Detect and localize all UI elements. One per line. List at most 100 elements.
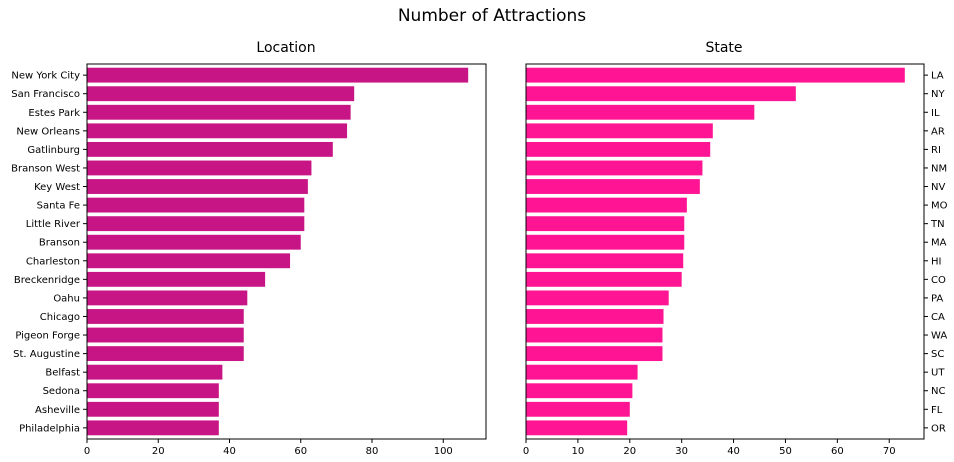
y-tick-label: NV bbox=[931, 182, 945, 193]
y-tick-label: WA bbox=[931, 331, 947, 342]
y-tick-label: Asheville bbox=[35, 405, 80, 416]
y-tick-label: Sedona bbox=[43, 386, 80, 397]
y-tick-label: CO bbox=[931, 275, 946, 286]
bar-ny bbox=[526, 86, 796, 102]
x-tick-label: 100 bbox=[434, 446, 453, 457]
bar-belfast bbox=[87, 364, 223, 380]
y-tick-label: Estes Park bbox=[28, 108, 80, 119]
location-chart: Location New York City San Francisco Estes… bbox=[11, 40, 487, 457]
y-tick-label: Belfast bbox=[45, 368, 80, 379]
x-tick-label: 0 bbox=[523, 446, 529, 457]
bar-pigeon-forge bbox=[87, 327, 244, 343]
x-tick-label: 0 bbox=[84, 446, 90, 457]
bar-ca bbox=[526, 309, 664, 324]
bar-tn bbox=[526, 216, 685, 232]
bar-ar bbox=[526, 123, 713, 139]
y-tick-label: FL bbox=[931, 405, 943, 416]
bar-sc bbox=[526, 346, 663, 362]
bar-st-augustine bbox=[87, 346, 244, 362]
bar-or bbox=[526, 420, 628, 436]
x-tick-label: 70 bbox=[883, 446, 896, 457]
y-tick-label: UT bbox=[931, 368, 945, 379]
bar-wa bbox=[526, 327, 663, 343]
bar-little-river bbox=[87, 216, 305, 232]
y-tick-label: RI bbox=[931, 145, 941, 156]
x-tick-label: 40 bbox=[223, 446, 236, 457]
bar-il bbox=[526, 104, 755, 120]
y-tick-label: Philadelphia bbox=[19, 423, 80, 434]
bar-philadelphia bbox=[87, 420, 219, 436]
chart-title: Location bbox=[256, 40, 315, 56]
bar-chicago bbox=[87, 309, 244, 324]
y-tick-label: Branson West bbox=[11, 163, 80, 174]
bar-san-francisco bbox=[87, 86, 355, 102]
bar-fl bbox=[526, 401, 630, 417]
y-tick-label: Branson bbox=[39, 238, 80, 249]
y-tick-label: New Orleans bbox=[16, 126, 80, 137]
bar-branson-west bbox=[87, 160, 312, 176]
bar-santa-fe bbox=[87, 197, 305, 213]
y-tick-label: NM bbox=[931, 163, 947, 174]
y-tick-label: NC bbox=[931, 386, 945, 397]
y-tick-label: Chicago bbox=[40, 312, 80, 323]
bar-new-york-city bbox=[87, 67, 469, 83]
y-tick-label: IL bbox=[931, 108, 940, 119]
y-tick-label: Breckenridge bbox=[14, 275, 80, 286]
bar-hi bbox=[526, 253, 684, 269]
bar-estes-park bbox=[87, 104, 351, 120]
x-tick-label: 20 bbox=[623, 446, 636, 457]
plot-frame bbox=[86, 63, 487, 440]
x-tick-label: 20 bbox=[152, 446, 165, 457]
y-tick-label: Oahu bbox=[53, 293, 80, 304]
bar-ri bbox=[526, 141, 711, 157]
bar-ut bbox=[526, 364, 638, 380]
y-tick-label: Pigeon Forge bbox=[15, 331, 80, 342]
bar-co bbox=[526, 271, 682, 287]
bar-gatlinburg bbox=[87, 141, 333, 157]
bar-branson bbox=[87, 234, 301, 250]
bar-new-orleans bbox=[87, 123, 348, 139]
bar-charleston bbox=[87, 253, 291, 269]
y-tick-label: Little River bbox=[26, 219, 81, 230]
y-tick-label: Charleston bbox=[26, 256, 80, 267]
y-tick-label: OR bbox=[931, 423, 946, 434]
x-tick-label: 50 bbox=[779, 446, 792, 457]
x-tick-label: 10 bbox=[572, 446, 585, 457]
y-tick-label: SC bbox=[931, 349, 944, 360]
bar-asheville bbox=[87, 401, 219, 417]
bar-nm bbox=[526, 160, 703, 176]
state-chart: State LA NY IL AR RI NM NV MO TN MA HI CO PA CA WA SC UT… bbox=[523, 40, 948, 457]
bar-oahu bbox=[87, 290, 248, 306]
y-tick-label: NY bbox=[931, 89, 945, 100]
bar-breckenridge bbox=[87, 271, 266, 287]
y-tick-label: CA bbox=[931, 312, 945, 323]
figure-title: Number of Attractions bbox=[398, 6, 586, 26]
plot-frame bbox=[525, 63, 925, 440]
bar-la bbox=[526, 67, 905, 83]
y-tick-label: TN bbox=[930, 219, 945, 230]
y-tick-label: Santa Fe bbox=[37, 201, 80, 212]
y-tick-label: St. Augustine bbox=[13, 349, 80, 360]
y-tick-label: New York City bbox=[11, 71, 80, 82]
y-tick-label: PA bbox=[931, 293, 943, 304]
x-tick-label: 40 bbox=[727, 446, 740, 457]
x-tick-label: 80 bbox=[366, 446, 379, 457]
y-tick-label: Key West bbox=[34, 182, 80, 193]
y-tick-label: AR bbox=[931, 126, 945, 137]
bar-pa bbox=[526, 290, 669, 306]
x-tick-label: 60 bbox=[831, 446, 844, 457]
y-tick-label: Gatlinburg bbox=[27, 145, 80, 156]
x-tick-label: 30 bbox=[675, 446, 688, 457]
y-tick-label: LA bbox=[931, 71, 944, 82]
y-tick-label: HI bbox=[931, 256, 941, 267]
x-tick-label: 60 bbox=[294, 446, 307, 457]
y-tick-label: San Francisco bbox=[11, 89, 80, 100]
y-tick-label: MO bbox=[931, 201, 948, 212]
bar-sedona bbox=[87, 383, 219, 399]
chart-title: State bbox=[705, 40, 742, 56]
bar-nc bbox=[526, 383, 633, 399]
bar-mo bbox=[526, 197, 687, 213]
y-tick-label: MA bbox=[931, 238, 947, 249]
bar-key-west bbox=[87, 179, 308, 194]
